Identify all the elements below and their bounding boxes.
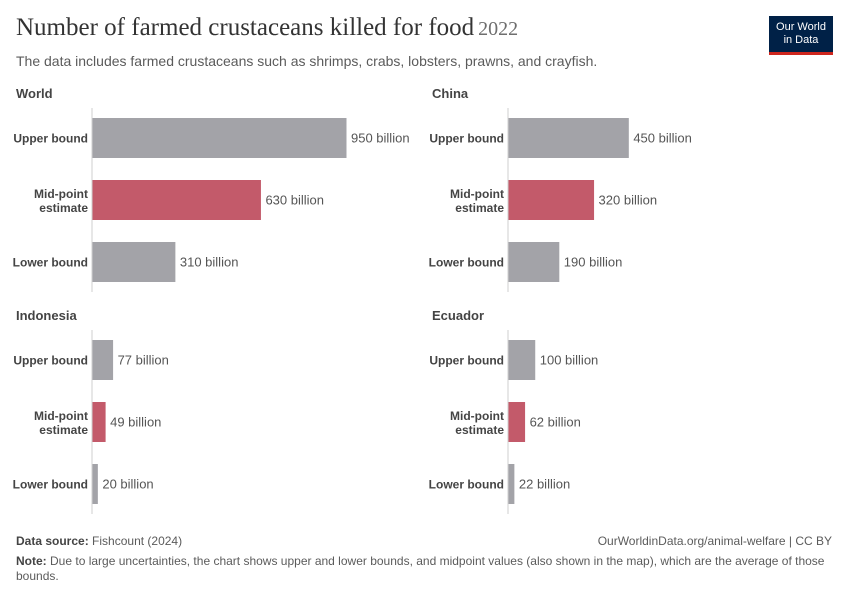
note-text: Due to large uncertainties, the chart sh… xyxy=(16,554,825,583)
data-source: Data source: Fishcount (2024) xyxy=(16,534,182,548)
bar xyxy=(92,340,114,380)
category-label: Lower bound xyxy=(429,256,504,270)
bar xyxy=(508,242,560,282)
value-label: 190 billion xyxy=(564,255,623,270)
panel-title: Indonesia xyxy=(16,308,77,323)
category-label: estimate xyxy=(39,423,88,437)
bar xyxy=(508,180,595,220)
category-label: Mid-point xyxy=(450,187,504,201)
category-label: Upper bound xyxy=(13,132,88,146)
chart-area: World 950 billion Upper bound 630 billion Mi… xyxy=(13,86,692,514)
bar xyxy=(508,402,526,442)
logo-line-2: in Data xyxy=(783,34,819,46)
value-label: 310 billion xyxy=(180,255,239,270)
bar xyxy=(92,242,176,282)
owid-logo[interactable]: Our World in Data xyxy=(769,16,833,55)
category-label: estimate xyxy=(455,201,504,215)
source-link[interactable]: Fishcount (2024) xyxy=(92,534,183,548)
title-year: 2022 xyxy=(478,18,519,40)
panel-title: Ecuador xyxy=(432,308,484,323)
panel-title: China xyxy=(432,86,469,101)
category-label: Mid-point xyxy=(450,409,504,423)
value-label: 450 billion xyxy=(633,131,692,146)
logo-line-1: Our World xyxy=(776,21,826,33)
category-label: estimate xyxy=(455,423,504,437)
bar xyxy=(92,118,347,158)
category-label: Upper bound xyxy=(429,132,504,146)
value-label: 630 billion xyxy=(265,193,324,208)
chart-subtitle: The data includes farmed crustaceans suc… xyxy=(16,53,598,69)
category-label: Mid-point xyxy=(34,409,88,423)
value-label: 62 billion xyxy=(530,415,581,430)
rights-link[interactable]: OurWorldinData.org/animal-welfare | CC B… xyxy=(597,534,832,548)
category-label: Lower bound xyxy=(13,478,88,492)
value-label: 20 billion xyxy=(102,477,153,492)
panel-title: World xyxy=(16,86,53,101)
bar xyxy=(92,402,106,442)
bar xyxy=(92,180,261,220)
chart-title: Number of farmed crustaceans killed for … xyxy=(16,14,518,42)
source-label: Data source: xyxy=(16,534,89,548)
value-label: 950 billion xyxy=(351,131,410,146)
category-label: estimate xyxy=(39,201,88,215)
bar xyxy=(508,118,629,158)
category-label: Upper bound xyxy=(429,354,504,368)
chart-note: Note: Due to large uncertainties, the ch… xyxy=(16,554,831,584)
value-label: 320 billion xyxy=(599,193,658,208)
bar xyxy=(508,464,515,504)
title-text: Number of farmed crustaceans killed for … xyxy=(16,14,475,41)
bar xyxy=(508,340,536,380)
value-label: 22 billion xyxy=(519,477,570,492)
value-label: 49 billion xyxy=(110,415,161,430)
bar xyxy=(92,464,98,504)
category-label: Lower bound xyxy=(13,256,88,270)
category-label: Lower bound xyxy=(429,478,504,492)
category-label: Mid-point xyxy=(34,187,88,201)
value-label: 77 billion xyxy=(118,353,169,368)
value-label: 100 billion xyxy=(540,353,599,368)
category-label: Upper bound xyxy=(13,354,88,368)
note-label: Note: xyxy=(16,554,47,568)
